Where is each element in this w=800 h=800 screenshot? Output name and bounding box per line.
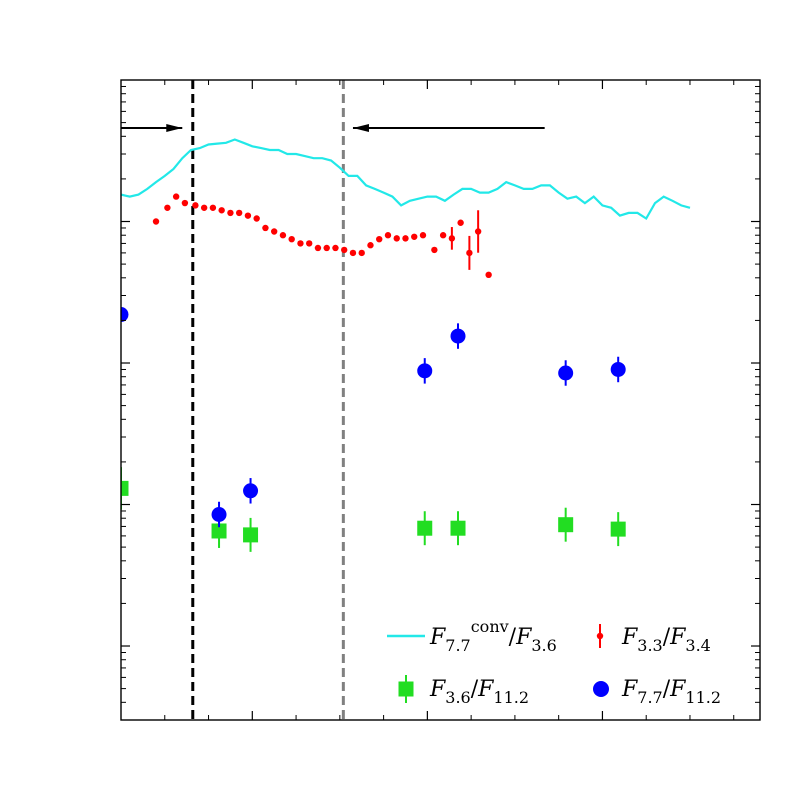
ratio33-point-29 [411, 233, 418, 240]
ratio36-square-1 [211, 523, 227, 539]
ratio33-point-18 [314, 244, 322, 252]
ratio36-square-3 [417, 520, 433, 536]
legend-label-ratio77: F7.7/F11.2 [621, 677, 721, 707]
legend-label-ratio33: F3.3/F3.4 [621, 625, 711, 655]
ratio33-point-6 [209, 204, 217, 211]
ratio36-square-5 [558, 517, 574, 533]
ratio33-point-4 [192, 202, 199, 209]
ratio33-point-17 [305, 240, 313, 247]
ratio33-point-35 [466, 249, 473, 257]
ratio33-point-33 [448, 235, 456, 242]
ratio33-point-7 [218, 207, 225, 214]
ratio33-point-15 [288, 235, 295, 243]
legend-swatch-ratio77 [593, 681, 609, 697]
ratio33-point-12 [262, 224, 269, 232]
ratio77-circle-5 [558, 365, 574, 381]
ratio33-point-5 [200, 204, 208, 211]
ratio33-point-20 [332, 244, 339, 252]
ratio33-point-0 [152, 218, 160, 225]
ratio36-square-0 [121, 480, 129, 496]
ratio33-point-9 [235, 209, 243, 217]
ratio33-point-25 [376, 235, 383, 243]
ratio33-point-26 [384, 232, 392, 239]
ratio77-circle-1 [211, 506, 227, 522]
ratio77-circle-3 [417, 363, 433, 379]
ratio33-point-1 [164, 204, 171, 211]
ratio33-point-23 [358, 249, 365, 257]
ratio33-point-27 [393, 235, 400, 242]
ratio36-square-4 [450, 520, 466, 536]
legend-label-ratio36: F3.6/F11.2 [429, 677, 529, 707]
ratio33-point-30 [419, 232, 427, 239]
arrowhead-df [352, 124, 369, 132]
ratio33-point-22 [349, 249, 357, 257]
ratio33-point-32 [439, 232, 447, 239]
ratio36-square-6 [610, 521, 626, 537]
ratio33-point-10 [244, 212, 252, 219]
arrowhead-if [166, 124, 183, 132]
legend-swatch-ratio33 [596, 632, 604, 640]
ratio77-circle-4 [450, 328, 466, 344]
ratio33-point-19 [323, 244, 330, 252]
plot-frame [120, 79, 761, 721]
ratio33-point-8 [227, 209, 234, 217]
ratio33-point-13 [270, 228, 278, 235]
ratio33-point-2 [172, 193, 180, 200]
ratio33-point-16 [297, 240, 304, 247]
ratio33-point-24 [367, 242, 374, 249]
ratio77-circle-0 [121, 307, 129, 323]
ratio33-point-37 [485, 271, 492, 279]
ratio33-point-34 [457, 219, 464, 226]
ratio77-circle-6 [610, 361, 626, 377]
ratio77-circle-2 [243, 483, 259, 499]
legend-swatch-ratio36 [398, 681, 414, 697]
ratio33-point-28 [402, 235, 409, 242]
ratio33-point-3 [181, 199, 189, 207]
ratio33-point-21 [341, 246, 348, 254]
ratio33-point-31 [431, 246, 438, 254]
ratio33-point-36 [474, 228, 482, 235]
legend-label-conv: F7.7conv/F3.6 [429, 617, 557, 655]
ratio33-point-14 [279, 232, 287, 239]
series-conv-line [121, 138, 691, 221]
ratio33-point-11 [253, 215, 260, 222]
ratio36-square-2 [243, 527, 259, 543]
